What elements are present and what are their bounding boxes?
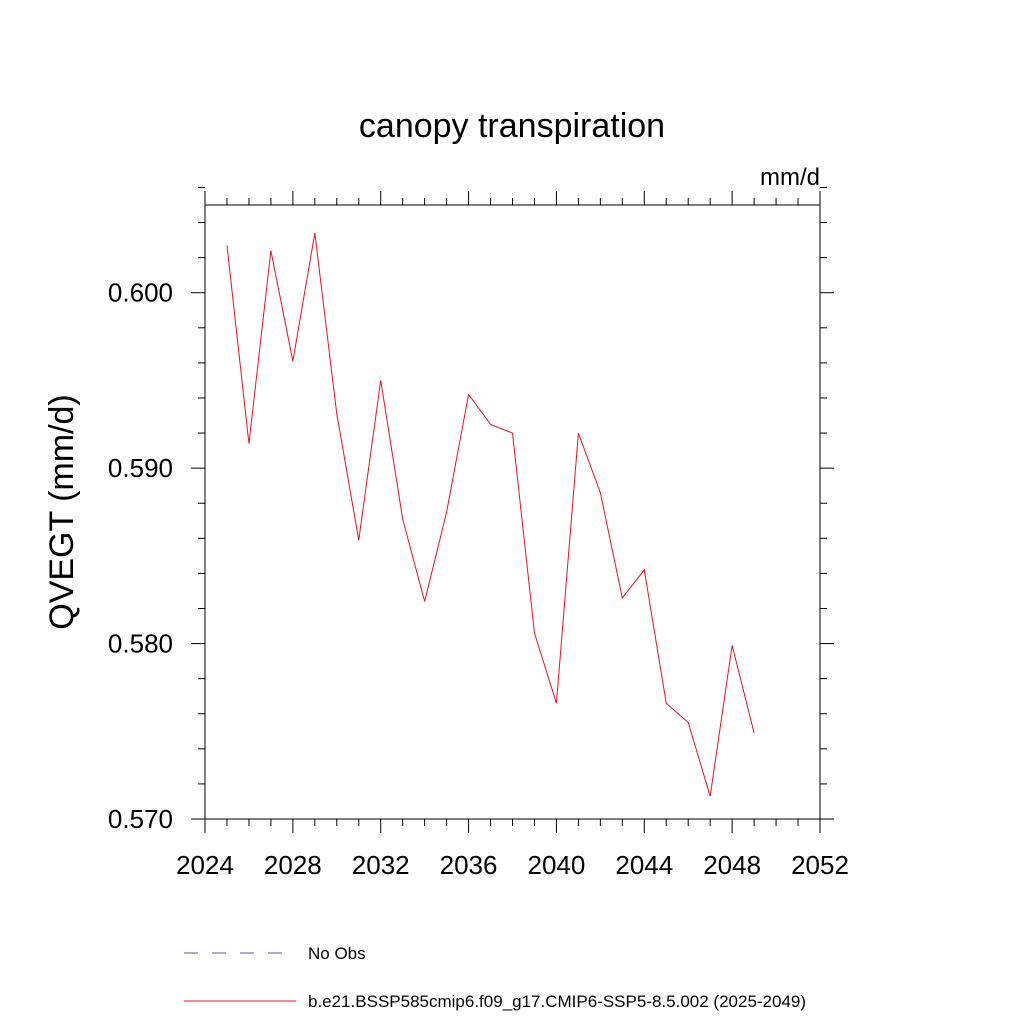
plot-frame — [204, 204, 821, 820]
x-axis-ticks: 2024 2028 2032 2036 2040 2044 2048 2052 — [176, 191, 849, 880]
x-tick-label: 2052 — [791, 850, 849, 880]
x-tick-label: 2044 — [615, 850, 673, 880]
y-axis-label: QVEGT (mm/d) — [43, 394, 81, 630]
x-tick-label: 2040 — [528, 850, 586, 880]
x-tick-label: 2048 — [703, 850, 761, 880]
y-tick-label: 0.580 — [108, 629, 173, 659]
legend: No Obs b.e21.BSSP585cmip6.f09_g17.CMIP6-… — [184, 944, 806, 1011]
series-group — [226, 232, 755, 797]
x-tick-label: 2036 — [440, 850, 498, 880]
y-tick-label: 0.600 — [108, 278, 173, 308]
x-tick-label: 2028 — [264, 850, 322, 880]
legend-label-series: b.e21.BSSP585cmip6.f09_g17.CMIP6-SSP5-8.… — [308, 992, 806, 1011]
x-tick-label: 2032 — [352, 850, 410, 880]
y-axis-ticks: 0.570 0.580 0.590 0.600 — [108, 186, 834, 834]
chart-units: mm/d — [760, 164, 820, 191]
legend-label-no-obs: No Obs — [308, 944, 366, 963]
y-tick-label: 0.590 — [108, 453, 173, 483]
chart-title: canopy transpiration — [359, 107, 665, 145]
series-line — [226, 232, 755, 797]
x-tick-label: 2024 — [176, 850, 234, 880]
y-tick-label: 0.570 — [108, 804, 173, 834]
